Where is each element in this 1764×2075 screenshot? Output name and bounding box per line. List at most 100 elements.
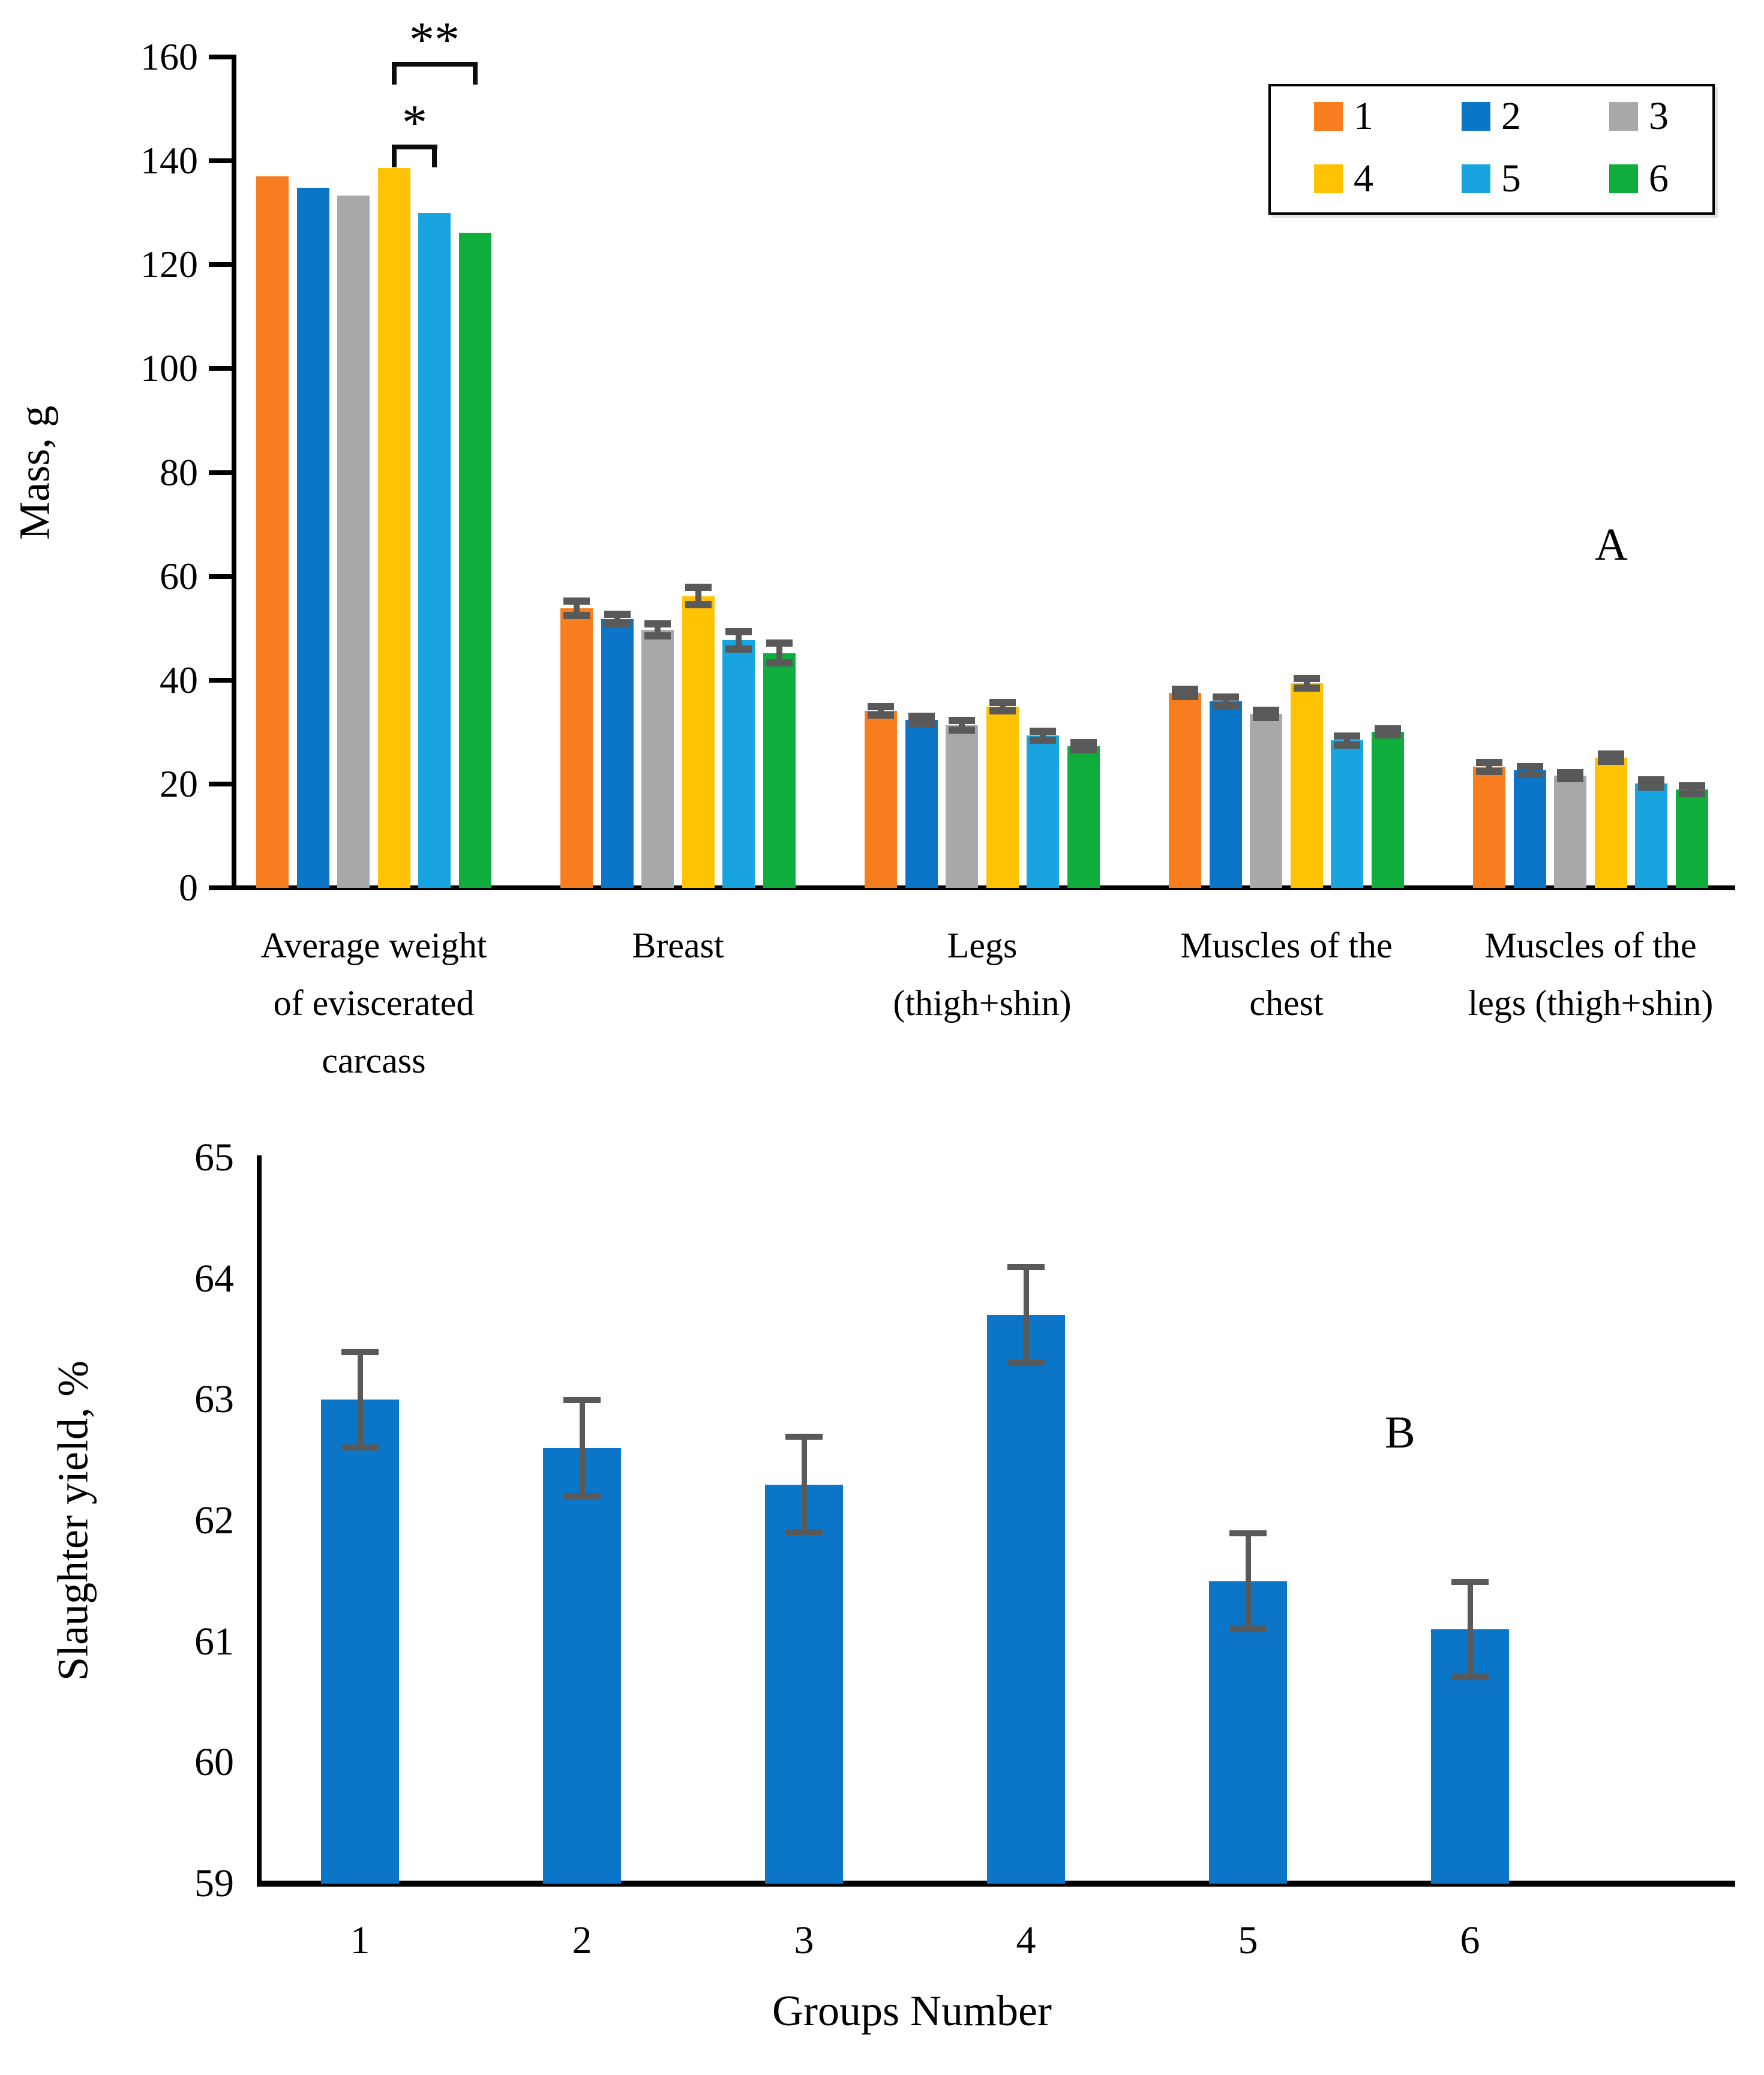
bar-series-5 — [722, 640, 755, 888]
error-bar — [1040, 731, 1046, 741]
y-tick-label: 20 — [160, 762, 198, 805]
legend-label-5: 5 — [1501, 157, 1521, 200]
error-bar — [878, 706, 884, 716]
panel-b-x-axis — [257, 1881, 1735, 1887]
significance-stars: * — [402, 95, 427, 151]
significance-bracket-end — [392, 62, 397, 85]
bar-series-1 — [560, 608, 593, 888]
significance-bracket-end — [392, 145, 397, 167]
bar-series-3 — [946, 725, 978, 888]
bar-series-4 — [1595, 758, 1627, 888]
error-bar-cap — [908, 720, 935, 727]
error-bar-cap — [1557, 775, 1583, 782]
significance-bracket-end — [473, 62, 478, 85]
y-tick — [209, 158, 236, 163]
error-bar-cap — [1030, 737, 1056, 744]
bar-group-3 — [765, 1485, 843, 1884]
legend-swatch-1 — [1314, 102, 1343, 131]
error-bar — [1468, 1581, 1473, 1678]
bar-series-5 — [1027, 735, 1059, 888]
y-tick — [209, 782, 236, 786]
error-bar-cap — [1451, 1579, 1489, 1585]
error-bar-cap — [1476, 768, 1502, 775]
legend-swatch-2 — [1462, 102, 1490, 131]
category-label: Legs (thigh+shin) — [893, 926, 1072, 1023]
y-tick-label: 120 — [140, 243, 198, 286]
x-tick-label: 3 — [794, 1918, 814, 1962]
error-bar — [1000, 702, 1006, 711]
error-bar-cap — [1334, 732, 1360, 740]
x-tick-label: 2 — [572, 1918, 592, 1962]
bar-series-4 — [986, 707, 1019, 888]
bar-series-4 — [378, 168, 410, 888]
error-bar — [614, 614, 620, 624]
error-bar-cap — [563, 612, 590, 619]
bar-series-4 — [682, 596, 715, 888]
error-bar-cap — [1598, 750, 1624, 758]
error-bar-cap — [1598, 758, 1624, 765]
error-bar — [736, 631, 742, 650]
x-tick-label: 6 — [1460, 1918, 1480, 1962]
bar-series-3 — [337, 196, 370, 888]
error-bar-cap — [1679, 782, 1705, 789]
legend-swatch-3 — [1609, 102, 1638, 131]
error-bar-cap — [949, 726, 975, 734]
panel-a-y-axis-title: Mass, g — [10, 405, 59, 540]
error-bar-cap — [1213, 693, 1239, 701]
error-bar — [1223, 696, 1229, 707]
y-tick — [209, 55, 236, 59]
error-bar-cap — [563, 1397, 601, 1403]
error-bar-cap — [766, 659, 793, 666]
bar-series-2 — [297, 188, 329, 888]
legend: 1 2 3 4 5 6 — [1268, 84, 1715, 215]
error-bar-cap — [1375, 725, 1401, 732]
error-bar-cap — [1229, 1530, 1267, 1536]
y-tick-label: 60 — [194, 1740, 234, 1784]
y-tick — [209, 470, 236, 475]
error-bar-cap — [766, 639, 793, 647]
bar-series-3 — [1250, 714, 1282, 888]
error-bar — [655, 623, 661, 637]
y-tick — [209, 262, 236, 267]
error-bar-cap — [1638, 783, 1664, 791]
panel-b-slaughter-yield-chart: Slaughter yield, % B Groups Number 59 60 6… — [0, 1110, 1764, 2075]
error-bar — [695, 587, 701, 605]
y-tick-label: 64 — [194, 1257, 234, 1301]
bar-series-2 — [905, 720, 938, 888]
error-bar-cap — [1334, 741, 1360, 749]
y-tick-label: 63 — [194, 1377, 234, 1421]
error-bar-cap — [604, 620, 631, 627]
error-bar-cap — [725, 645, 752, 653]
legend-label-2: 2 — [1501, 94, 1521, 138]
error-bar — [1304, 678, 1310, 688]
bar-series-4 — [1291, 683, 1323, 888]
y-tick-label: 140 — [140, 139, 198, 182]
bar-series-5 — [1331, 740, 1363, 888]
bar-series-6 — [763, 653, 796, 888]
significance-bracket — [392, 62, 478, 67]
error-bar-cap — [908, 713, 935, 720]
bar-series-6 — [1067, 746, 1100, 888]
x-tick-label: 5 — [1238, 1918, 1258, 1962]
error-bar — [574, 600, 580, 616]
error-bar — [776, 642, 782, 663]
error-bar — [1024, 1266, 1029, 1363]
error-bar-cap — [1172, 693, 1198, 700]
error-bar-cap — [563, 597, 590, 605]
bar-series-1 — [256, 176, 289, 888]
x-tick-label: 4 — [1016, 1918, 1036, 1962]
error-bar-cap — [1213, 702, 1239, 710]
legend-label-3: 3 — [1649, 94, 1669, 138]
error-bar-cap — [725, 628, 752, 635]
y-tick-label: 60 — [160, 555, 198, 597]
bar-group-2 — [543, 1448, 621, 1884]
legend-label-1: 1 — [1354, 94, 1373, 138]
bar-series-3 — [641, 630, 674, 888]
error-bar-cap — [1679, 790, 1705, 797]
error-bar — [1246, 1533, 1251, 1629]
bar-series-1 — [1169, 693, 1201, 888]
error-bar-cap — [1253, 707, 1279, 714]
category-label: Average weight of eviscerated carcass — [260, 926, 487, 1080]
y-tick — [209, 885, 236, 890]
